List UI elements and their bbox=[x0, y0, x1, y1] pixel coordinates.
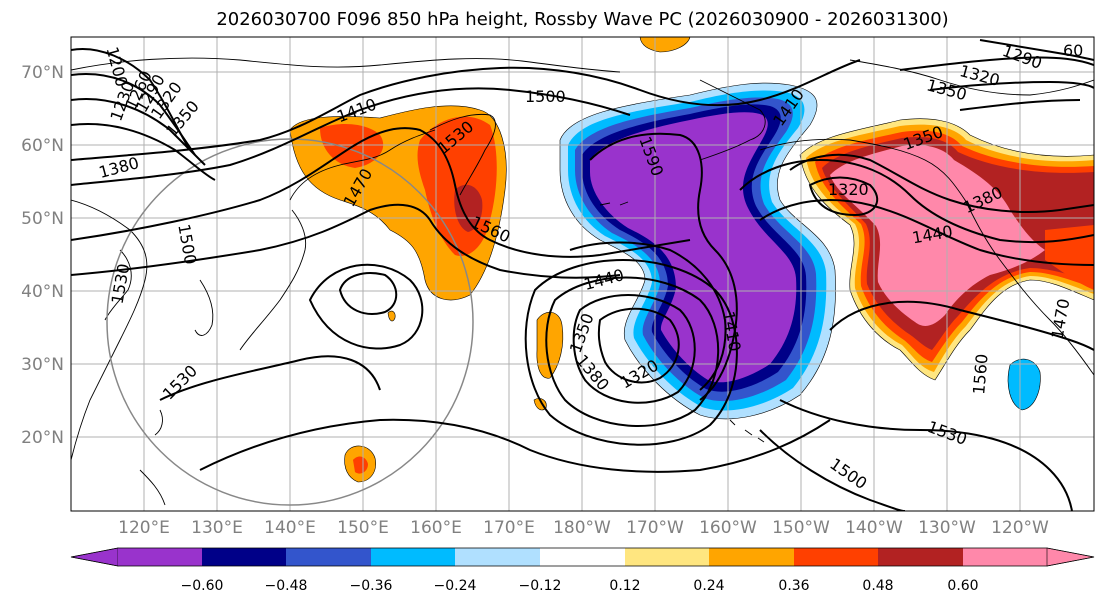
lon-label: 150°E bbox=[337, 518, 389, 538]
height-contours bbox=[71, 39, 1094, 511]
colorbar-swatch bbox=[540, 548, 625, 566]
contour-label: 1500 bbox=[174, 223, 200, 266]
map-frame bbox=[70, 36, 1095, 512]
colorbar-swatch bbox=[709, 548, 794, 566]
contour-label: 1530 bbox=[159, 361, 201, 403]
lon-label: 180°W bbox=[553, 518, 611, 538]
colorbar-tick-label: −0.24 bbox=[434, 578, 477, 594]
colorbar-swatch bbox=[371, 548, 455, 566]
lat-label: 30°N bbox=[21, 355, 64, 375]
anomaly-positive-kamchatka-core bbox=[454, 184, 483, 232]
anomaly-negative-east bbox=[1007, 358, 1041, 411]
colorbar-swatch bbox=[286, 548, 371, 566]
map-title: 2026030700 F096 850 hPa height, Rossby W… bbox=[216, 9, 949, 30]
contour-label: 1500 bbox=[525, 87, 566, 106]
contour-label: 1560 bbox=[969, 353, 991, 395]
anomaly-positive-ep-core bbox=[830, 144, 1045, 326]
contour-label: 1350 bbox=[566, 311, 598, 356]
lon-label: 140°W bbox=[845, 518, 903, 538]
colorbar-tick-labels: −0.60 −0.48 −0.36 −0.24 −0.12 0.12 0.24 … bbox=[181, 578, 979, 594]
contour-label: 60 bbox=[1063, 41, 1083, 60]
lon-label: 170°W bbox=[626, 518, 684, 538]
lat-label: 50°N bbox=[21, 209, 64, 229]
lon-label: 120°E bbox=[118, 518, 170, 538]
range-circle bbox=[106, 138, 474, 506]
contour-label: 1470 bbox=[1048, 297, 1074, 340]
longitude-labels: 120°E 130°E 140°E 150°E 160°E 170°E 180°… bbox=[118, 518, 1049, 538]
lon-label: 160°W bbox=[699, 518, 757, 538]
colorbar-swatches bbox=[70, 547, 1095, 567]
colorbar-tick-label: −0.60 bbox=[181, 578, 224, 594]
lon-label: 130°W bbox=[918, 518, 976, 538]
colorbar-tick-label: 0.48 bbox=[862, 578, 893, 594]
anomaly-negative-cp-core bbox=[590, 112, 797, 383]
contour-label: 1530 bbox=[108, 262, 134, 305]
lon-label: 140°E bbox=[264, 518, 316, 538]
lat-label: 60°N bbox=[21, 136, 64, 156]
contour-label: 1500 bbox=[826, 454, 870, 493]
colorbar-swatch bbox=[878, 548, 963, 566]
colorbar-swatch bbox=[625, 548, 709, 566]
lon-label: 170°E bbox=[483, 518, 535, 538]
colorbar-tick-label: 0.24 bbox=[693, 578, 724, 594]
contour-label: 1290 bbox=[1000, 41, 1045, 73]
colorbar-swatch bbox=[963, 548, 1047, 566]
contour-label: 1320 bbox=[828, 180, 869, 199]
colorbar-swatch bbox=[455, 548, 540, 566]
colorbar-outline bbox=[70, 547, 1095, 567]
lat-label: 70°N bbox=[21, 63, 64, 83]
lat-label: 20°N bbox=[21, 428, 64, 448]
anomaly-positive-arctic bbox=[639, 37, 691, 53]
anomaly-positive-south-core bbox=[353, 456, 368, 474]
colorbar-swatch bbox=[794, 548, 878, 566]
lon-label: 120°W bbox=[991, 518, 1049, 538]
anomaly-positive-subtropical bbox=[536, 312, 564, 379]
lon-label: 160°E bbox=[410, 518, 462, 538]
colorbar-extend-min bbox=[70, 547, 119, 567]
map-plot-area: 1200 1230 1260 1290 1320 1350 1380 1410 … bbox=[71, 37, 1094, 511]
lon-label: 130°E bbox=[191, 518, 243, 538]
colorbar: −0.60 −0.48 −0.36 −0.24 −0.12 0.12 0.24 … bbox=[70, 547, 1095, 594]
latitude-labels: 70°N 60°N 50°N 40°N 30°N 20°N bbox=[21, 63, 64, 448]
coastlines bbox=[71, 57, 1094, 506]
colorbar-tick-label: −0.48 bbox=[265, 578, 308, 594]
colorbar-extend-max bbox=[1046, 547, 1095, 567]
lon-label: 150°W bbox=[772, 518, 830, 538]
colorbar-tick-label: 0.12 bbox=[609, 578, 640, 594]
contour-label: 1440 bbox=[582, 265, 626, 294]
colorbar-tick-label: 0.60 bbox=[947, 578, 978, 594]
colorbar-swatch bbox=[118, 548, 202, 566]
anomaly-positive-japan bbox=[387, 310, 396, 322]
colorbar-tick-label: 0.36 bbox=[778, 578, 809, 594]
lat-label: 40°N bbox=[21, 282, 64, 302]
colorbar-tick-label: −0.36 bbox=[350, 578, 393, 594]
colorbar-swatch bbox=[202, 548, 286, 566]
colorbar-tick-label: −0.12 bbox=[519, 578, 562, 594]
